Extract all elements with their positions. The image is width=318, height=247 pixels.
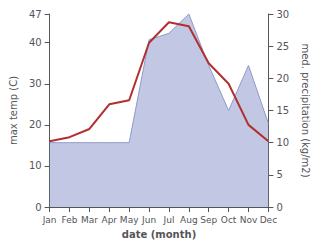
svg-text:0: 0 [276,202,282,213]
svg-text:Feb: Feb [62,215,78,225]
svg-text:40: 40 [29,37,42,48]
svg-text:med. precipitation (kg/m2): med. precipitation (kg/m2) [300,43,311,177]
svg-text:Dec: Dec [260,215,277,225]
svg-text:30: 30 [29,78,42,89]
svg-text:10: 10 [29,160,42,171]
svg-text:0: 0 [35,202,41,213]
svg-text:20: 20 [276,73,289,84]
svg-text:Mar: Mar [81,215,98,225]
svg-text:5: 5 [276,169,282,180]
svg-text:10: 10 [276,137,289,148]
svg-text:Sep: Sep [200,215,217,225]
svg-text:Apr: Apr [101,215,117,225]
svg-text:date (month): date (month) [122,229,196,240]
svg-text:Aug: Aug [180,215,198,225]
svg-text:May: May [120,215,139,225]
svg-text:max temp (C): max temp (C) [8,76,19,145]
svg-text:Nov: Nov [240,215,258,225]
svg-text:Jul: Jul [163,215,175,225]
svg-text:20: 20 [29,119,42,130]
svg-text:Jan: Jan [42,215,57,225]
svg-text:47: 47 [29,9,42,20]
svg-text:Jun: Jun [141,215,156,225]
svg-text:30: 30 [276,9,289,20]
svg-text:25: 25 [276,41,289,52]
svg-text:15: 15 [276,105,289,116]
svg-text:Oct: Oct [221,215,237,225]
